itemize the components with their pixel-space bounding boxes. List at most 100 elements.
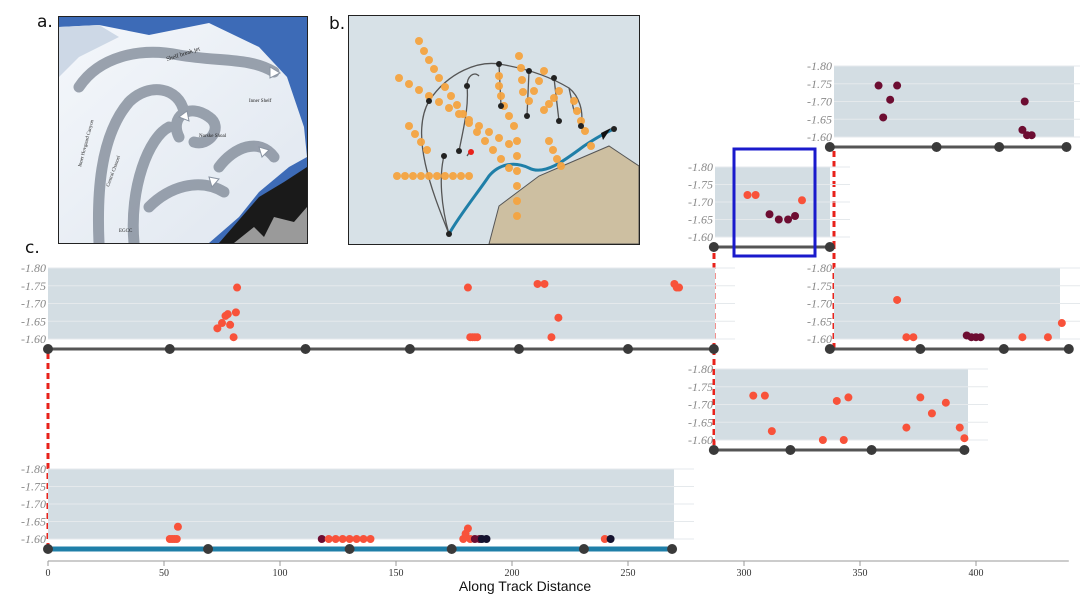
data-point[interactable]: [338, 535, 347, 543]
x-tick-label: 100: [273, 568, 288, 579]
data-point[interactable]: [893, 295, 902, 304]
data-point[interactable]: [927, 409, 936, 418]
data-point[interactable]: [540, 279, 549, 288]
track-node[interactable]: [667, 544, 678, 554]
data-point[interactable]: [941, 398, 950, 407]
data-point[interactable]: [791, 212, 800, 220]
data-point[interactable]: [1057, 319, 1066, 328]
data-point[interactable]: [366, 535, 375, 543]
track-node[interactable]: [578, 544, 589, 554]
track-node[interactable]: [203, 544, 214, 554]
data-point[interactable]: [976, 333, 985, 342]
data-point[interactable]: [844, 393, 853, 402]
data-point[interactable]: [352, 535, 361, 543]
data-point[interactable]: [463, 524, 472, 533]
data-point[interactable]: [233, 283, 242, 292]
data-point[interactable]: [760, 391, 769, 400]
track-node[interactable]: [43, 544, 53, 554]
track-node[interactable]: [708, 445, 719, 455]
data-point[interactable]: [765, 210, 774, 219]
track-node[interactable]: [785, 445, 796, 455]
data-point[interactable]: [1018, 333, 1027, 342]
data-point[interactable]: [909, 333, 918, 342]
data-point[interactable]: [893, 81, 902, 90]
data-point[interactable]: [554, 313, 563, 322]
track-node[interactable]: [344, 544, 355, 554]
data-point[interactable]: [173, 522, 182, 531]
x-axis-title: Along Track Distance: [458, 578, 592, 594]
track-node[interactable]: [824, 344, 835, 354]
track-node[interactable]: [300, 344, 311, 354]
data-point[interactable]: [226, 320, 235, 329]
data-point[interactable]: [743, 191, 752, 199]
data-point[interactable]: [606, 535, 615, 543]
data-point[interactable]: [218, 319, 226, 328]
data-point[interactable]: [751, 191, 760, 199]
data-point[interactable]: [345, 535, 354, 543]
data-point[interactable]: [798, 196, 806, 205]
data-point[interactable]: [473, 333, 482, 342]
data-point[interactable]: [533, 279, 542, 288]
data-point[interactable]: [324, 535, 333, 543]
data-point[interactable]: [675, 283, 684, 292]
track-node[interactable]: [1063, 344, 1074, 354]
track-node[interactable]: [708, 344, 719, 354]
track-node[interactable]: [915, 344, 926, 354]
data-point[interactable]: [886, 95, 895, 104]
data-point[interactable]: [818, 436, 827, 444]
y-tick-label: -1.70: [688, 398, 713, 412]
data-point[interactable]: [1027, 131, 1036, 140]
data-point[interactable]: [784, 215, 793, 224]
y-tick-label: -1.70: [688, 195, 713, 209]
track-node[interactable]: [824, 242, 835, 252]
x-tick-label: 400: [969, 568, 984, 579]
data-point[interactable]: [463, 283, 472, 292]
track-node[interactable]: [824, 142, 835, 152]
data-point[interactable]: [749, 391, 758, 400]
track-node[interactable]: [164, 344, 175, 354]
y-tick-label: -1.60: [21, 532, 46, 546]
track-node[interactable]: [513, 344, 524, 354]
track-node[interactable]: [623, 344, 633, 354]
track-node[interactable]: [404, 344, 415, 354]
subplot-lower-right: -1.80 -1.75 -1.70 -1.65 -1.60: [688, 362, 988, 455]
data-point[interactable]: [213, 324, 222, 333]
track-node[interactable]: [959, 445, 970, 455]
data-point[interactable]: [359, 535, 368, 543]
track-node[interactable]: [866, 445, 877, 455]
data-point[interactable]: [600, 535, 609, 543]
data-point[interactable]: [1018, 125, 1027, 134]
track-node[interactable]: [708, 242, 719, 252]
data-point[interactable]: [231, 308, 240, 317]
data-point[interactable]: [960, 434, 969, 443]
y-tick-label: -1.65: [21, 314, 46, 328]
data-point[interactable]: [839, 436, 848, 444]
data-point[interactable]: [955, 423, 964, 432]
data-point[interactable]: [902, 333, 911, 342]
subplots-layer: -1.80 -1.75 -1.70 -1.65 -1.60 -1.80 -1.75 -1.70…: [21, 59, 1080, 554]
data-point[interactable]: [331, 535, 340, 543]
y-tick-label: -1.70: [21, 497, 46, 511]
track-node[interactable]: [994, 142, 1005, 152]
data-point[interactable]: [229, 333, 238, 342]
track-node[interactable]: [1061, 142, 1072, 152]
data-point[interactable]: [172, 535, 181, 543]
data-point[interactable]: [767, 427, 776, 436]
track-node[interactable]: [446, 544, 457, 554]
data-point[interactable]: [547, 333, 556, 342]
track-node[interactable]: [931, 142, 942, 152]
data-point[interactable]: [902, 423, 911, 432]
data-point[interactable]: [1043, 333, 1052, 342]
data-point[interactable]: [1020, 97, 1029, 106]
data-point[interactable]: [482, 535, 491, 543]
data-point[interactable]: [774, 215, 783, 224]
track-node[interactable]: [43, 344, 53, 354]
data-point[interactable]: [223, 310, 232, 319]
data-point[interactable]: [317, 535, 326, 543]
data-point[interactable]: [916, 393, 925, 402]
y-tick-label: -1.80: [21, 462, 46, 476]
data-point[interactable]: [832, 396, 841, 405]
track-node[interactable]: [998, 344, 1009, 354]
data-point[interactable]: [879, 113, 888, 122]
data-point[interactable]: [874, 81, 883, 90]
